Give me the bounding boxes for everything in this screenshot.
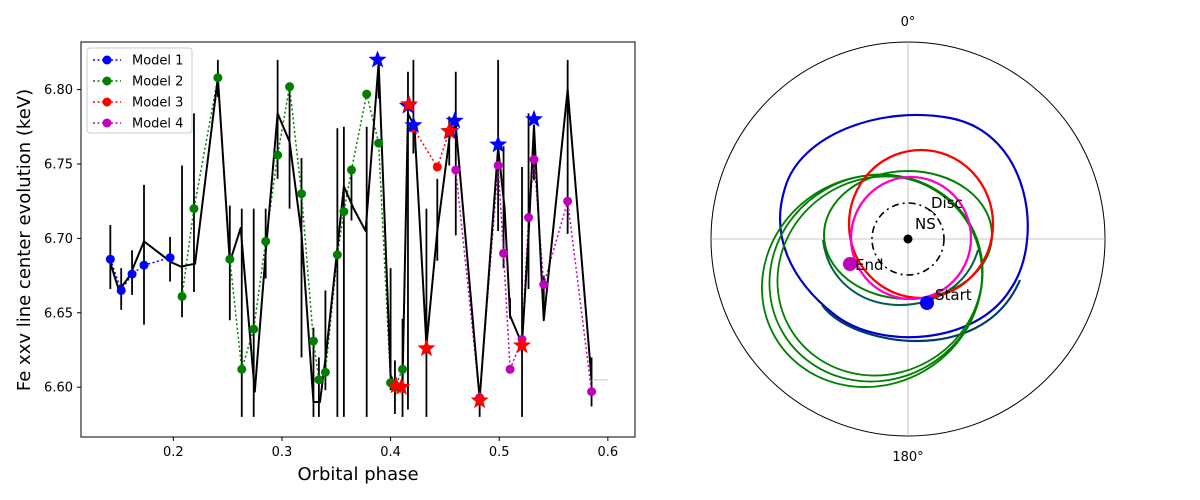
data-point (273, 150, 283, 160)
data-point (587, 387, 597, 397)
ns-marker (903, 234, 913, 244)
star-marker (512, 336, 532, 354)
data-point (499, 248, 509, 258)
ns-label: NS (915, 215, 936, 233)
data-point (493, 160, 503, 170)
end-marker (843, 257, 857, 271)
magenta-orbit (849, 175, 973, 301)
star-marker (440, 121, 459, 139)
data-point (261, 236, 271, 246)
y-axis-label: Fe xxv line center evolution (keV) (14, 89, 35, 391)
end-label: End (855, 256, 884, 274)
data-point (127, 269, 137, 279)
legend: Model 1 Model 2 Model 3 Model 4 (86, 47, 193, 134)
line-chart: 0.2 0.3 0.4 0.5 0.6 6.60 6.65 6.70 6.75 6.80 Orbi… (14, 41, 636, 485)
data-point (105, 254, 115, 264)
legend-label: Model 1 (132, 54, 183, 69)
data-point (165, 253, 175, 263)
star-marker (445, 111, 464, 129)
x-axis-label: Orbital phase (297, 464, 418, 485)
data-point (451, 165, 461, 175)
data-point (314, 375, 324, 385)
data-point (398, 364, 408, 374)
legend-label: Model 2 (132, 75, 183, 90)
data-point (432, 162, 442, 172)
disc-label: Disc (931, 194, 963, 212)
data-point (116, 285, 126, 295)
y-tick-label: 6.80 (44, 83, 73, 98)
y-tick-label: 6.75 (44, 157, 73, 172)
star-marker (417, 338, 436, 357)
data-point (177, 291, 187, 301)
data-point (524, 213, 534, 223)
start-marker (920, 296, 934, 310)
data-point (237, 364, 247, 374)
start-label: Start (935, 286, 972, 304)
data-point (539, 280, 549, 290)
data-point (332, 250, 342, 260)
x-tick-label: 0.3 (272, 445, 293, 460)
data-point (297, 189, 307, 199)
data-point (249, 324, 259, 334)
data-point (320, 367, 330, 377)
star-marker (489, 135, 508, 153)
blue-orbit (778, 113, 1029, 342)
star-marker (392, 377, 411, 395)
star-marker (400, 94, 419, 113)
angle-label-0: 0° (901, 15, 916, 30)
legend-marker (102, 97, 112, 107)
x-tick-label: 0.5 (489, 445, 510, 460)
legend-marker (102, 118, 112, 128)
star-marker (470, 391, 489, 409)
data-point (339, 207, 349, 217)
data-point (362, 89, 372, 99)
data-point (563, 196, 573, 206)
x-tick-label: 0.6 (597, 445, 618, 460)
y-tick-label: 6.65 (44, 306, 73, 321)
disc-outline (871, 202, 945, 276)
combined-line (107, 61, 593, 404)
data-point (308, 336, 318, 346)
data-point (285, 82, 295, 92)
data-point (189, 204, 199, 214)
data-point (225, 254, 235, 264)
star-marker (368, 50, 387, 68)
star-marker (404, 115, 423, 133)
data-point (213, 73, 223, 83)
legend-marker (102, 76, 112, 86)
plot-frame (80, 41, 636, 438)
polar-orbit-plot: 0° 180° Disc NS Sta (710, 15, 1106, 465)
x-tick-label: 0.4 (380, 445, 401, 460)
data-point (505, 364, 515, 374)
legend-box (86, 47, 193, 134)
y-tick-label: 6.70 (44, 232, 73, 247)
star-marker (524, 109, 544, 128)
legend-marker (102, 55, 112, 65)
angle-label-180: 180° (892, 450, 923, 465)
legend-label: Model 3 (132, 96, 183, 111)
x-tick-label: 0.2 (163, 445, 184, 460)
y-tick-label: 6.60 (44, 381, 73, 396)
data-point (374, 138, 384, 148)
data-point (346, 165, 356, 175)
legend-label: Model 4 (132, 117, 183, 132)
disc-pointer (928, 208, 937, 216)
data-point (529, 155, 539, 165)
data-point (139, 260, 149, 270)
series-line-model-1 (109, 257, 171, 293)
